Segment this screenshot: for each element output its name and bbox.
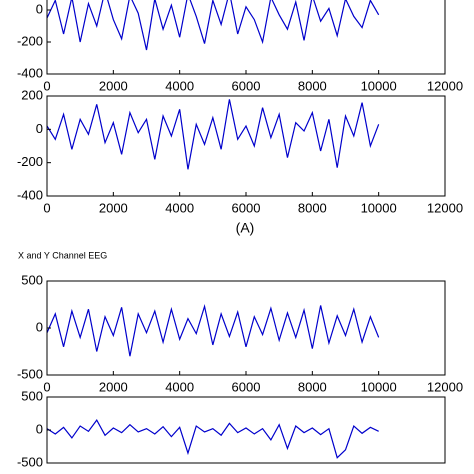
y-tick-label: 200 (21, 87, 43, 102)
x-tick-label: 0 (43, 379, 50, 394)
y-tick-label: -500 (17, 366, 43, 381)
x-tick-label: 4000 (165, 379, 194, 394)
y-tick-label: 0 (36, 121, 43, 136)
x-tick-label: 8000 (298, 379, 327, 394)
y-tick-label: 0 (36, 319, 43, 334)
y-tick-label: 500 (21, 388, 43, 403)
axes-box (46, 280, 446, 376)
x-tick-label: 8000 (298, 200, 327, 215)
x-tick-label: 2000 (99, 78, 128, 93)
x-tick-label: 4000 (165, 200, 194, 215)
x-tick-label: 2000 (99, 379, 128, 394)
x-tick-label: 0 (43, 78, 50, 93)
x-tick-label: 6000 (232, 379, 261, 394)
x-tick-label: 6000 (232, 200, 261, 215)
x-tick-label: 2000 (99, 200, 128, 215)
x-tick-label: 10000 (361, 78, 397, 93)
eeg-trace (46, 0, 380, 51)
x-tick-label: 8000 (298, 78, 327, 93)
eeg-trace (46, 418, 379, 459)
axes-box (46, 396, 446, 464)
y-tick-label: -500 (17, 454, 43, 469)
x-tick-label: 0 (43, 200, 50, 215)
y-tick-label: -200 (17, 33, 43, 48)
x-tick-label: 4000 (165, 78, 194, 93)
y-tick-label: 500 (21, 272, 43, 287)
y-tick-label: 0 (36, 1, 43, 16)
chart-title: X and Y Channel EEG (18, 250, 107, 260)
x-axis-label: (A) (236, 220, 255, 236)
x-tick-label: 10000 (361, 379, 397, 394)
x-tick-label: 12000 (427, 200, 463, 215)
axes-box (46, 0, 446, 75)
y-tick-label: -400 (17, 65, 43, 80)
y-tick-label: -200 (17, 154, 43, 169)
x-tick-label: 6000 (232, 78, 261, 93)
axes-box (46, 95, 446, 197)
x-tick-label: 12000 (427, 78, 463, 93)
eeg-trace (46, 99, 380, 170)
x-tick-label: 10000 (361, 200, 397, 215)
eeg-trace (46, 303, 380, 357)
x-tick-label: 12000 (427, 379, 463, 394)
y-tick-label: -400 (17, 187, 43, 202)
y-tick-label: 0 (36, 421, 43, 436)
